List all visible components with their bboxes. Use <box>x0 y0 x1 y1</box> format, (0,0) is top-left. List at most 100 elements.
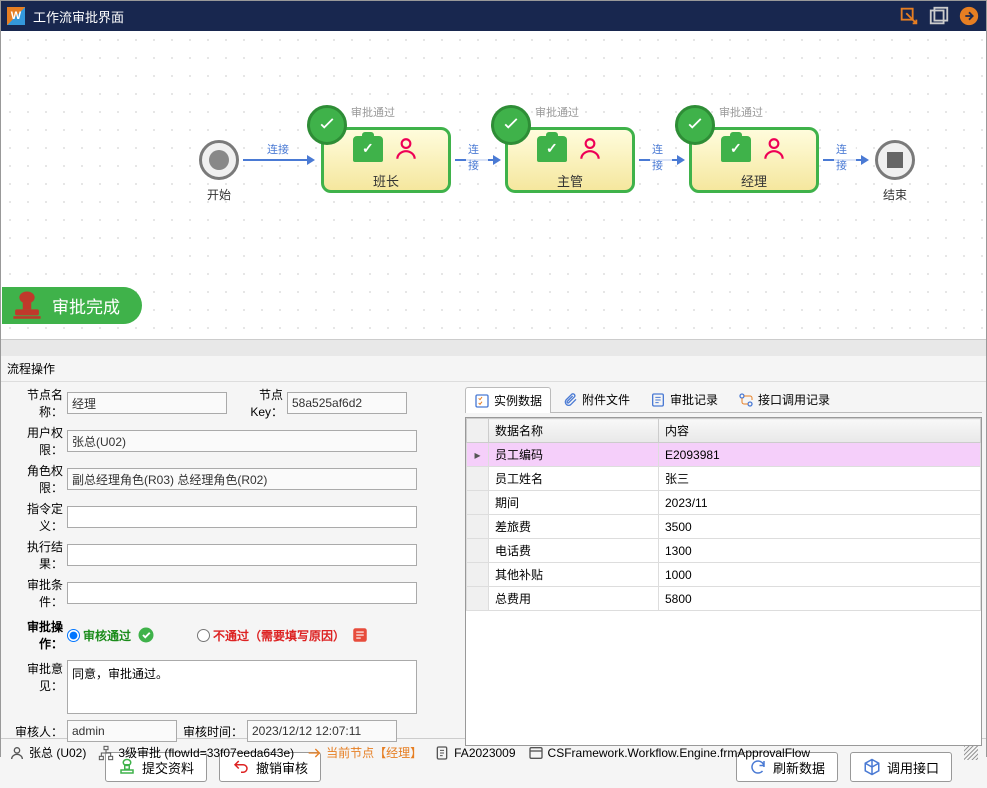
cube-icon <box>863 758 881 776</box>
label-approve-opinion: 审批意见： <box>5 660 67 694</box>
titlebar: W 工作流审批界面 <box>1 1 986 31</box>
grid-col-name[interactable]: 数据名称 <box>489 419 659 443</box>
input-node-key[interactable] <box>287 392 407 414</box>
user-icon <box>9 745 25 761</box>
table-row[interactable]: 其他补贴1000 <box>467 563 981 587</box>
tab-instance-data[interactable]: 实例数据 <box>465 387 551 413</box>
reject-note-icon <box>351 626 369 644</box>
stamp-icon <box>10 289 44 323</box>
flowchart-icon <box>98 745 114 761</box>
minimize-icon[interactable] <box>898 5 920 27</box>
tab-attachments[interactable]: 附件文件 <box>553 386 639 412</box>
api-icon <box>738 392 754 408</box>
radio-pass[interactable]: 审核通过 <box>67 627 131 644</box>
table-row[interactable]: 电话费1300 <box>467 539 981 563</box>
status-current-node: 当前节点【经理】 <box>306 744 422 761</box>
status-form-class: CSFramework.Workflow.Engine.frmApprovalF… <box>528 745 811 761</box>
flow-node-start-label: 开始 <box>199 186 239 203</box>
window-icon <box>528 745 544 761</box>
check-circle-icon <box>137 626 155 644</box>
flow-node-end-label: 结束 <box>875 186 915 203</box>
maximize-icon[interactable] <box>928 5 950 27</box>
input-approver[interactable] <box>67 720 177 742</box>
input-approve-cond[interactable] <box>67 582 417 604</box>
flow-node-status: 审批通过 <box>535 104 579 120</box>
tab-approval-log[interactable]: 审批记录 <box>641 386 727 412</box>
flow-arrow: 连接 <box>823 159 867 161</box>
flow-node-status: 审批通过 <box>719 104 763 120</box>
document-icon <box>434 745 450 761</box>
tabs: 实例数据 附件文件 审批记录 接口调用记录 <box>465 386 982 413</box>
form-left: 节点名称： 节点Key： 用户权限： 角色权限： 指令定义： 执行结果： <box>5 386 459 788</box>
check-badge-icon <box>491 105 531 145</box>
status-user: 张总 (U02) <box>9 744 86 761</box>
flow-node-task-0[interactable]: 审批通过 班长 <box>321 127 451 193</box>
label-approve-cond: 审批条件： <box>5 576 67 610</box>
flow-node-name: 主管 <box>508 171 632 190</box>
flow-arrow: 连接 <box>639 159 683 161</box>
table-row[interactable]: 差旅费3500 <box>467 515 981 539</box>
check-badge-icon <box>307 105 347 145</box>
label-cmd-def: 指令定义： <box>5 500 67 534</box>
status-flow-level: 3级审批 (flowId=33f07eeda643e) <box>98 744 294 761</box>
input-node-name[interactable] <box>67 392 227 414</box>
log-icon <box>650 392 666 408</box>
form-right: 实例数据 附件文件 审批记录 接口调用记录 <box>465 386 982 788</box>
resize-grip[interactable] <box>964 746 978 760</box>
person-icon <box>577 136 603 165</box>
flow-node-task-1[interactable]: 审批通过 主管 <box>505 127 635 193</box>
flow-canvas-container: 开始 连接 审批通过 班长 连接 审批通过 主管 <box>1 31 986 356</box>
label-node-key: 节点Key： <box>227 386 287 420</box>
label-approver: 审核人： <box>5 723 67 740</box>
label-approve-action: 审批操作： <box>5 618 67 652</box>
label-node-name: 节点名称： <box>5 386 67 420</box>
approve-action-radios: 审核通过 不通过（需要填写原因） <box>67 626 369 644</box>
section-header: 流程操作 <box>1 356 986 382</box>
person-icon <box>393 136 419 165</box>
table-row[interactable]: 期间2023/11 <box>467 491 981 515</box>
input-exec-result[interactable] <box>67 544 417 566</box>
app-logo: W <box>7 7 25 25</box>
table-row[interactable]: 员工编码E2093981 <box>467 443 981 467</box>
approval-complete-badge: 审批完成 <box>2 287 142 324</box>
flow-canvas[interactable]: 开始 连接 审批通过 班长 连接 审批通过 主管 <box>1 31 986 339</box>
table-row[interactable]: 总费用5800 <box>467 587 981 611</box>
flow-node-name: 班长 <box>324 171 448 190</box>
clipboard-icon <box>353 136 383 162</box>
flow-arrow: 连接 <box>455 159 499 161</box>
check-badge-icon <box>675 105 715 145</box>
flow-node-status: 审批通过 <box>351 104 395 120</box>
input-user-perm[interactable] <box>67 430 417 452</box>
lower-panel: 流程操作 节点名称： 节点Key： 用户权限： 角色权限： 指令定义： <box>1 356 986 738</box>
flow-node-name: 经理 <box>692 171 816 190</box>
input-cmd-def[interactable] <box>67 506 417 528</box>
status-badge-label: 审批完成 <box>52 293 120 318</box>
label-exec-result: 执行结果： <box>5 538 67 572</box>
status-doc-no: FA2023009 <box>434 745 515 761</box>
refresh-icon <box>749 758 767 776</box>
label-user-perm: 用户权限： <box>5 424 67 458</box>
data-grid[interactable]: 数据名称 内容 员工编码E2093981员工姓名张三期间2023/11差旅费35… <box>465 417 982 746</box>
close-icon[interactable] <box>958 5 980 27</box>
radio-reject[interactable]: 不通过（需要填写原因） <box>197 627 345 644</box>
tab-api-log[interactable]: 接口调用记录 <box>729 386 839 412</box>
window-title: 工作流审批界面 <box>33 7 898 26</box>
grid-col-value[interactable]: 内容 <box>659 419 981 443</box>
clipboard-icon <box>721 136 751 162</box>
list-check-icon <box>474 393 490 409</box>
flow-node-end[interactable]: 结束 <box>875 140 915 203</box>
label-approve-time: 审核时间： <box>177 723 247 740</box>
flow-node-start[interactable]: 开始 <box>199 140 239 203</box>
attachment-icon <box>562 392 578 408</box>
table-row[interactable]: 员工姓名张三 <box>467 467 981 491</box>
horizontal-scrollbar[interactable] <box>1 339 986 356</box>
arrow-right-icon <box>306 745 322 761</box>
flow-arrow: 连接 <box>243 159 313 161</box>
input-role-perm[interactable] <box>67 468 417 490</box>
label-role-perm: 角色权限： <box>5 462 67 496</box>
person-icon <box>761 136 787 165</box>
flow-node-task-2[interactable]: 审批通过 经理 <box>689 127 819 193</box>
clipboard-icon <box>537 136 567 162</box>
textarea-approve-opinion[interactable]: 同意，审批通过。 <box>67 660 417 714</box>
input-approve-time[interactable] <box>247 720 397 742</box>
